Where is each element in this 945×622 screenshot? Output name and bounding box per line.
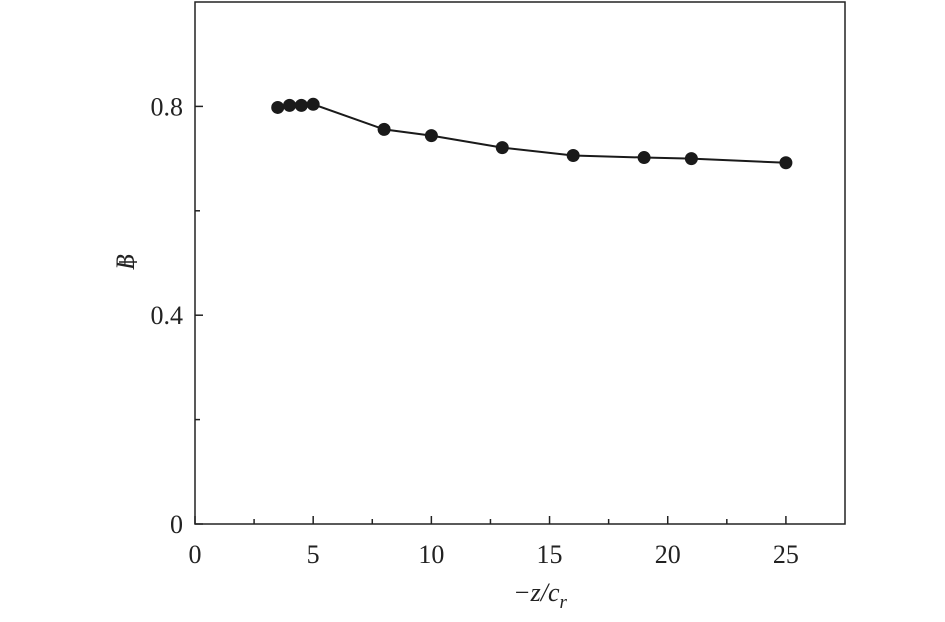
x-tick-label: 20 [655,540,681,569]
x-axis-label-sub: r [560,592,568,613]
x-tick-label: 0 [189,540,202,569]
data-line [277,103,786,164]
data-point [306,97,320,111]
x-axis-label-main: −z/c [513,578,560,607]
data-point [377,122,391,136]
data-point [566,148,580,162]
data-point [637,151,651,165]
data-point [495,141,509,155]
y-tick-label: 0 [170,510,183,539]
data-point [424,129,438,143]
x-tick-label: 10 [418,540,444,569]
data-point [294,98,308,112]
y-axis-label-group: B [111,254,140,270]
data-point [283,98,297,112]
x-axis-label: −z/cr [513,578,567,613]
x-tick-label: 5 [307,540,320,569]
x-tick-label: 25 [773,540,799,569]
plot-frame [194,1,846,525]
data-point [779,156,793,170]
data-point [684,152,698,166]
y-tick-label: 0.8 [151,92,184,121]
x-tick-label: 15 [537,540,563,569]
y-tick-label: 0.4 [151,301,184,330]
data-point [271,100,285,114]
